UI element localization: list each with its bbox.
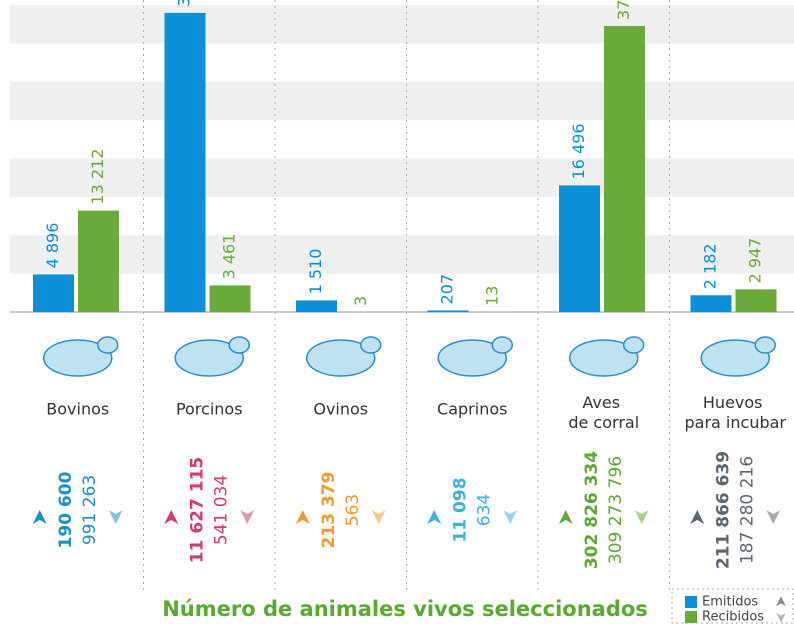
animal-icon bbox=[175, 337, 249, 376]
chart: Número de animales vivos seleccionados 4… bbox=[0, 0, 794, 624]
bar bbox=[78, 211, 119, 312]
received-total: 563 bbox=[343, 494, 363, 526]
received-total: 634 bbox=[474, 494, 494, 526]
grid-band bbox=[10, 235, 794, 273]
emitted-arrow bbox=[690, 510, 704, 524]
value-label: 2 947 bbox=[746, 238, 765, 284]
value-label: 1 510 bbox=[306, 249, 325, 295]
emitted-arrow bbox=[559, 510, 573, 524]
category-label: Caprinos bbox=[437, 400, 507, 419]
received-arrow bbox=[240, 510, 254, 524]
category-line: para incubar bbox=[685, 413, 787, 432]
emitted-total: 211 866 639 bbox=[713, 451, 733, 569]
category-label: Bovinos bbox=[46, 400, 109, 419]
category-label: Huevos para incubar bbox=[685, 393, 787, 432]
emitted-arrow bbox=[164, 510, 178, 524]
value-label: 207 bbox=[438, 274, 457, 305]
animal-icon bbox=[570, 337, 644, 376]
bar bbox=[210, 285, 251, 312]
received-arrow bbox=[109, 510, 123, 524]
legend-label: Emitidos bbox=[702, 595, 758, 610]
icon-head bbox=[229, 337, 249, 353]
icon-head bbox=[492, 337, 512, 353]
emitted-total: 190 600 bbox=[56, 471, 76, 548]
legend-arrow bbox=[776, 613, 786, 623]
bar bbox=[559, 185, 600, 312]
value-label: 2 182 bbox=[701, 243, 720, 289]
emitted-total: 11 098 bbox=[450, 477, 470, 542]
received-arrow bbox=[372, 510, 386, 524]
value-label: 16 496 bbox=[569, 123, 588, 179]
emitted-arrow bbox=[296, 510, 310, 524]
emitted-arrow bbox=[427, 510, 441, 524]
grid-band bbox=[10, 159, 794, 197]
received-total: 187 280 216 bbox=[737, 456, 757, 564]
icon-head bbox=[361, 337, 381, 353]
icon-head bbox=[624, 337, 644, 353]
bar bbox=[691, 295, 732, 312]
animal-icon bbox=[701, 337, 775, 376]
grid-band bbox=[10, 82, 794, 120]
received-arrow bbox=[766, 510, 780, 524]
received-total: 309 273 796 bbox=[606, 456, 626, 564]
emitted-total: 302 826 334 bbox=[582, 451, 602, 569]
category-label: Porcinos bbox=[176, 400, 243, 419]
value-label: 37 259 bbox=[614, 0, 633, 20]
received-total: 541 034 bbox=[211, 475, 231, 545]
category-label: Ovinos bbox=[313, 400, 368, 419]
bar bbox=[428, 310, 469, 312]
emitted-total: 213 379 bbox=[319, 472, 339, 549]
received-arrow bbox=[503, 510, 517, 524]
legend-swatch bbox=[685, 611, 697, 623]
legend-swatch bbox=[685, 596, 697, 608]
category-label: Aves de corral bbox=[568, 393, 639, 432]
category-line: Huevos bbox=[703, 393, 768, 412]
animal-icon bbox=[307, 337, 381, 376]
animal-icon bbox=[44, 337, 118, 376]
icon-head bbox=[98, 337, 118, 353]
legend-label: Recibidos bbox=[702, 610, 764, 624]
value-label: 3 bbox=[351, 296, 370, 306]
value-label: 13 bbox=[483, 286, 502, 306]
category-line: de corral bbox=[568, 413, 639, 432]
received-arrow bbox=[635, 510, 649, 524]
bar bbox=[165, 13, 206, 312]
bar bbox=[33, 274, 74, 312]
bar bbox=[736, 289, 777, 312]
bar bbox=[296, 300, 337, 312]
grid-band bbox=[10, 5, 794, 43]
value-label: 4 896 bbox=[43, 223, 62, 269]
legend-arrow bbox=[776, 596, 786, 606]
value-label: 13 212 bbox=[88, 149, 107, 205]
value-label: 3 461 bbox=[220, 234, 239, 280]
received-total: 991 263 bbox=[80, 475, 100, 545]
emitted-total: 11 627 115 bbox=[187, 457, 207, 563]
animal-icon bbox=[438, 337, 512, 376]
chart-title: Número de animales vivos seleccionados bbox=[162, 597, 648, 621]
category-line: Aves bbox=[582, 393, 625, 412]
value-label: 38 971 bbox=[175, 0, 194, 7]
emitted-arrow bbox=[33, 510, 47, 524]
icon-head bbox=[755, 337, 775, 353]
bar bbox=[604, 26, 645, 312]
